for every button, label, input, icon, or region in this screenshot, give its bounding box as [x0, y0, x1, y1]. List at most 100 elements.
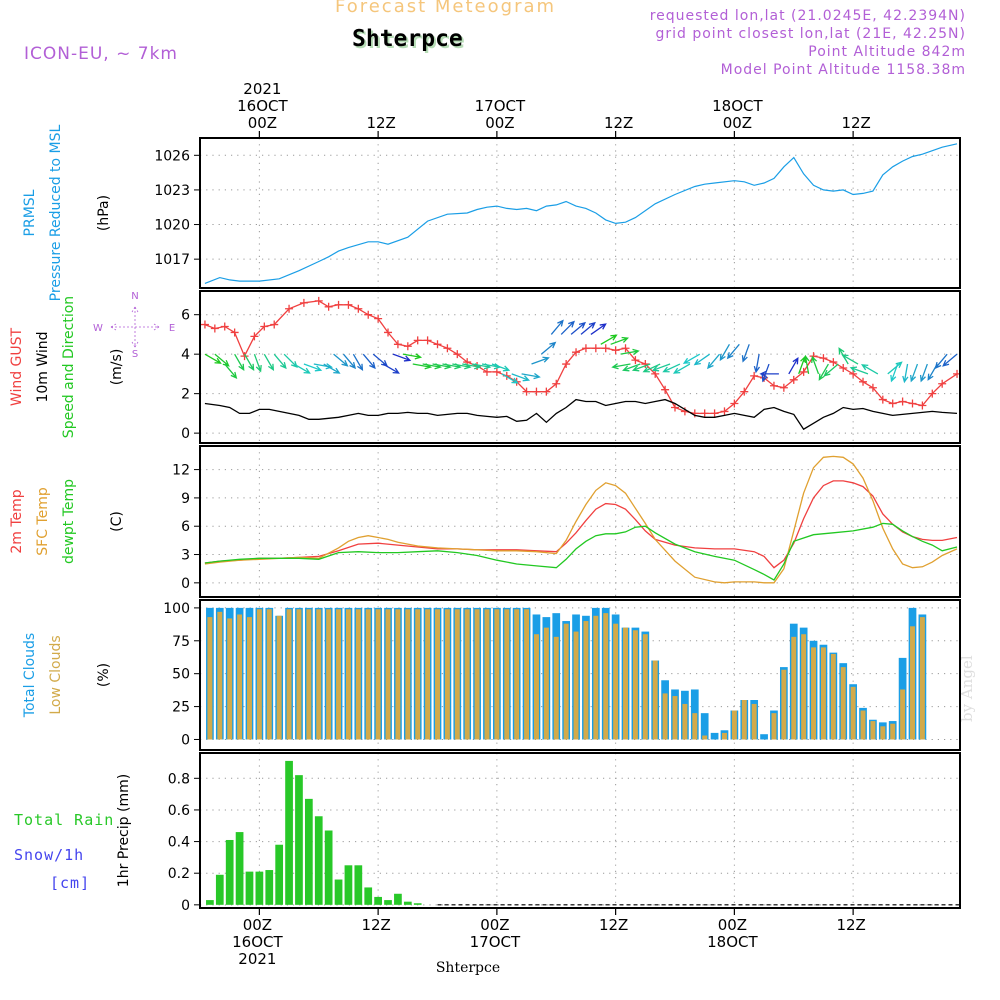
precip-bar [225, 839, 234, 905]
precip-panel-frame [199, 752, 961, 909]
low-clouds-bar [791, 636, 797, 740]
low-clouds-bar [652, 660, 658, 740]
wind-direction-arrow [224, 363, 238, 379]
wind-gust-marker [651, 369, 660, 378]
low-clouds-bar [692, 713, 698, 740]
wind-direction-arrow [580, 321, 596, 335]
compass-west-label: W [93, 323, 103, 334]
bottom-time-label: 12Z [599, 916, 628, 934]
wind-direction-arrow [651, 363, 671, 372]
wind-direction-arrow [759, 370, 779, 378]
low-clouds-bar [415, 609, 421, 740]
low-clouds-bar [524, 609, 530, 740]
clouds-axis-label: (%) [96, 663, 112, 687]
low-clouds-bar [781, 669, 787, 740]
wind-gust-marker [700, 409, 709, 418]
wind-gust-marker [314, 296, 323, 305]
wind-direction-arrow [214, 353, 230, 367]
low-clouds-bar [395, 609, 401, 740]
wind-direction-arrow [631, 363, 651, 372]
wind-gust-marker [859, 377, 868, 386]
wind-gust-marker [740, 387, 749, 396]
precip-ytick-label: 0.6 [168, 803, 190, 819]
precip-bar [206, 900, 214, 905]
temperature-series-line [204, 455, 958, 584]
wind-direction-arrow [620, 348, 640, 356]
temperature-ytick-label: 3 [181, 548, 190, 564]
low-clouds-bar [484, 609, 490, 740]
precip-ytick-label: 0.4 [168, 835, 190, 851]
low-clouds-bar [543, 627, 549, 740]
low-clouds-bar [702, 735, 708, 740]
wind-direction-arrow [860, 364, 879, 375]
precip-bar [413, 903, 422, 905]
clouds-ytick-label: 50 [172, 667, 190, 683]
low-clouds-bar [237, 614, 243, 740]
wind-ytick-label: 4 [181, 347, 190, 363]
pressure-ytick-label: 1026 [154, 148, 190, 164]
precip-bar [354, 865, 363, 905]
wind-gust-marker [354, 304, 363, 313]
low-clouds-bar [751, 703, 757, 740]
wind-gust-marker [572, 348, 581, 357]
temperature-series-line [204, 522, 958, 581]
wind-direction-arrow [540, 341, 557, 355]
wind-ytick-label: 2 [181, 387, 190, 403]
wind-gust-marker [443, 344, 452, 353]
low-clouds-bar [820, 647, 826, 740]
wind-direction-arrow [323, 363, 341, 374]
low-clouds-bar [811, 647, 817, 740]
wind-ytick-label: 6 [181, 308, 190, 324]
low-clouds-bar [890, 723, 896, 740]
wind-gust-marker [200, 320, 209, 329]
precip-bar [255, 871, 264, 905]
low-clouds-bar [247, 617, 252, 740]
model-name: ICON-EU, ~ 7km [24, 44, 178, 64]
wind-direction-arrow [642, 363, 661, 373]
clouds-panel-frame [199, 599, 961, 751]
precip-bar [304, 798, 313, 905]
low-clouds-bar [385, 609, 391, 740]
wind-direction-arrow [362, 353, 376, 370]
wind-direction-arrow [919, 363, 928, 383]
wind-gust-marker [532, 387, 541, 396]
precip-ytick-label: 0.2 [168, 866, 190, 882]
low-clouds-bar [306, 609, 312, 740]
pressure-axis-label: PRMSL [22, 189, 38, 236]
low-clouds-bar [444, 609, 450, 740]
wind-direction-arrow [811, 355, 820, 375]
wind-gust-marker [344, 300, 353, 309]
temperature-series-line [204, 480, 958, 569]
low-clouds-bar [336, 609, 342, 740]
bottom-time-label: 00Z [718, 916, 747, 934]
wind-direction-arrow [402, 353, 423, 360]
wind-gust-marker [384, 328, 393, 337]
bottom-time-label: 00Z [480, 916, 509, 934]
wind-gust-marker [631, 356, 640, 365]
wind-gust-marker [299, 298, 308, 307]
wind-axis-label: Speed and Direction [61, 296, 77, 438]
wind-gust-marker [888, 399, 897, 408]
wind-direction-arrow [934, 353, 948, 370]
precip-bar [295, 775, 303, 905]
location-title: Shterpce [352, 26, 463, 52]
bottom-time-label: 16OCT [232, 933, 283, 951]
wind-direction-arrow [303, 363, 323, 372]
wind-gust-marker [453, 350, 462, 359]
wind-direction-arrow [491, 363, 511, 372]
bottom-location-caption: Shterpce [436, 960, 500, 976]
precip-bar [374, 896, 382, 905]
low-clouds-bar [880, 726, 886, 740]
wind-direction-arrow [788, 357, 799, 375]
wind-direction-arrow [753, 354, 761, 374]
low-clouds-bar [494, 609, 500, 740]
wind-gust-marker [641, 360, 650, 369]
wind-panel-frame [199, 290, 961, 444]
wind-direction-arrow [560, 320, 575, 335]
bottom-time-label: 12Z [836, 916, 865, 934]
wind-gust-marker [868, 383, 877, 392]
wind-direction-arrow [761, 363, 770, 383]
low-clouds-bar [345, 609, 351, 740]
low-clouds-bar [276, 615, 282, 740]
precip-bar [285, 760, 293, 905]
